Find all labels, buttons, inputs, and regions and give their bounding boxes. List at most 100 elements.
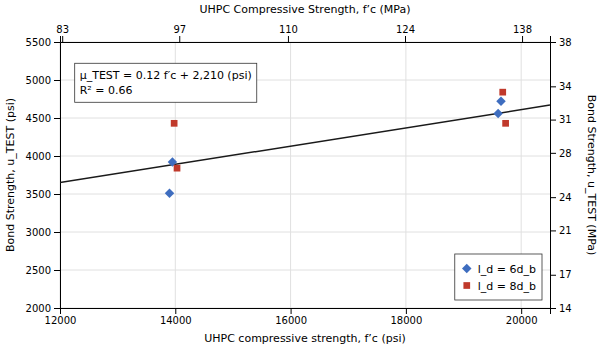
tick: 4500 bbox=[26, 113, 60, 124]
tick: 38 bbox=[550, 37, 572, 48]
legend-box bbox=[455, 254, 542, 300]
tick-label: 5000 bbox=[26, 75, 51, 86]
grid-line bbox=[60, 232, 550, 233]
axis-domain bbox=[61, 309, 551, 315]
annotation-box bbox=[75, 63, 257, 102]
tick-label: 38 bbox=[559, 37, 572, 48]
tick-label: 2000 bbox=[26, 303, 51, 314]
x-axis-title: UHPC compressive strength, f’c (psi) bbox=[204, 332, 406, 345]
tick: 16000 bbox=[275, 308, 307, 326]
legend-label: l_d = 6d_b bbox=[478, 263, 536, 276]
tick: 14 bbox=[550, 303, 572, 314]
tick-mark bbox=[54, 308, 60, 309]
legend: l_d = 6d_b l_d = 8d_b bbox=[455, 254, 542, 300]
tick-mark bbox=[54, 270, 60, 271]
tick-label: 16000 bbox=[275, 315, 307, 326]
grid-line bbox=[60, 118, 550, 119]
tick-label: 3000 bbox=[26, 227, 51, 238]
tick-mark bbox=[550, 42, 556, 43]
tick-mark bbox=[550, 120, 556, 121]
y-axis: 2000 2500 3000 3500 4000 4500 5000 5500 bbox=[26, 37, 61, 314]
tick-label: 124 bbox=[396, 24, 415, 35]
tick-mark bbox=[550, 197, 556, 198]
tick-label: 24 bbox=[559, 192, 572, 203]
y-axis-title: Bond Strength, u_TEST (psi) bbox=[4, 98, 17, 252]
marks bbox=[60, 89, 550, 198]
tick-label: 4500 bbox=[26, 113, 51, 124]
tick: 3500 bbox=[26, 189, 60, 200]
grid-line bbox=[290, 42, 291, 308]
grid-line bbox=[60, 156, 550, 157]
tick-mark bbox=[550, 230, 556, 231]
tick: 17 bbox=[550, 269, 572, 280]
tick: 21 bbox=[550, 225, 572, 236]
tick-label: 5500 bbox=[26, 37, 51, 48]
x-axis: 12000 14000 16000 18000 20000 bbox=[45, 308, 551, 326]
tick-label: 14000 bbox=[160, 315, 192, 326]
tick: 34 bbox=[550, 81, 572, 92]
tick-mark bbox=[54, 118, 60, 119]
tick-mark bbox=[175, 308, 176, 314]
tick-label: 21 bbox=[559, 225, 572, 236]
point bbox=[502, 120, 509, 127]
point bbox=[171, 120, 178, 127]
tick-label: 12000 bbox=[45, 315, 77, 326]
tick-label: 28 bbox=[559, 148, 572, 159]
legend-label: l_d = 8d_b bbox=[478, 280, 536, 293]
tick-mark bbox=[550, 153, 556, 154]
tick-label: 17 bbox=[559, 269, 572, 280]
tick: 24 bbox=[550, 192, 572, 203]
tick-mark bbox=[550, 86, 556, 87]
tick-mark bbox=[406, 308, 407, 314]
grid-line bbox=[60, 194, 550, 195]
plot: 12000 14000 16000 18000 20000 2000 2500 3000 350… bbox=[26, 24, 572, 326]
tick-mark bbox=[405, 36, 406, 42]
tick: 83 bbox=[56, 24, 69, 42]
chart: 12000 14000 16000 18000 20000 2000 2500 3000 350… bbox=[0, 0, 600, 348]
tick: 20000 bbox=[506, 308, 538, 326]
tick: 5000 bbox=[26, 75, 60, 86]
axis-domain bbox=[54, 43, 61, 309]
tick-mark bbox=[291, 308, 292, 314]
tick-label: 18000 bbox=[390, 315, 422, 326]
tick-label: 34 bbox=[559, 81, 572, 92]
annotation-text: μ_TEST = 0.12 f′c + 2,210 (psi) bbox=[80, 69, 252, 82]
axis-domain bbox=[551, 43, 557, 309]
tick-mark bbox=[288, 36, 289, 42]
tick-mark bbox=[54, 42, 60, 43]
y2-axis-title: Bond Strength, u_TEST (MPa) bbox=[585, 95, 598, 256]
point bbox=[165, 188, 174, 197]
point bbox=[493, 109, 502, 118]
tick: 28 bbox=[550, 148, 572, 159]
tick-mark bbox=[521, 308, 522, 314]
tick-mark bbox=[522, 36, 523, 42]
axis-domain bbox=[61, 36, 551, 43]
x2-axis-title: UHPC Compressive Strength, f’c (MPa) bbox=[199, 3, 410, 16]
grid bbox=[60, 42, 550, 308]
tick-mark bbox=[54, 156, 60, 157]
tick: 31 bbox=[550, 114, 572, 125]
tick: 138 bbox=[513, 24, 532, 42]
legend-symbol bbox=[463, 282, 470, 289]
tick-label: 110 bbox=[279, 24, 298, 35]
tick: 110 bbox=[279, 24, 298, 42]
annotation: μ_TEST = 0.12 f′c + 2,210 (psi) R² = 0.66 bbox=[75, 63, 257, 102]
tick-label: 83 bbox=[56, 24, 69, 35]
tick-label: 3500 bbox=[26, 189, 51, 200]
tick-label: 138 bbox=[513, 24, 532, 35]
tick: 2000 bbox=[26, 303, 60, 314]
tick: 3000 bbox=[26, 227, 60, 238]
tick-label: 4000 bbox=[26, 151, 51, 162]
trend-line bbox=[60, 105, 550, 183]
tick: 124 bbox=[396, 24, 415, 42]
point bbox=[499, 89, 506, 96]
tick: 18000 bbox=[390, 308, 422, 326]
tick: 14000 bbox=[160, 308, 192, 326]
grid-line bbox=[405, 42, 406, 308]
annotation-text: R² = 0.66 bbox=[80, 84, 133, 97]
point bbox=[496, 97, 505, 106]
tick-mark bbox=[550, 308, 556, 309]
tick-label: 2500 bbox=[26, 265, 51, 276]
tick-mark bbox=[179, 36, 180, 42]
tick: 5500 bbox=[26, 37, 60, 48]
